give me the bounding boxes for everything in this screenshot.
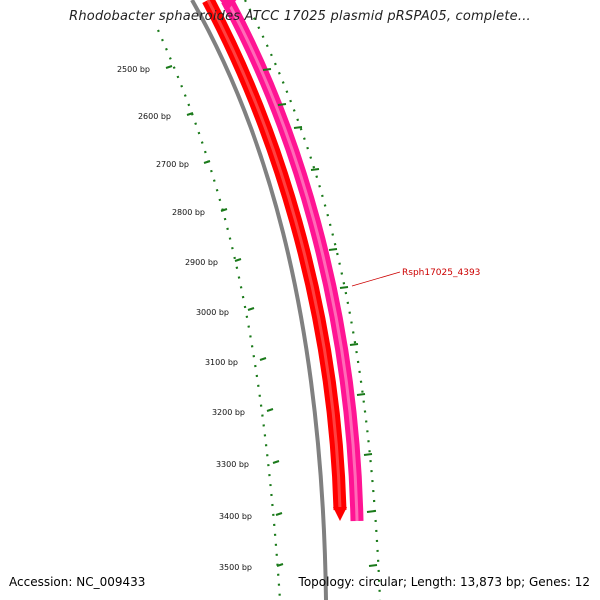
scale-tick — [275, 512, 283, 516]
outer-scale-tick — [293, 126, 303, 129]
scale-tick-label: 3100 bp — [205, 358, 238, 367]
outer-scale-tick — [310, 168, 320, 171]
scale-track-outer — [244, 0, 382, 600]
scale-tick — [234, 258, 242, 262]
gene-label-leader — [351, 271, 401, 287]
outer-scale-ticks — [262, 68, 378, 567]
scale-tick — [247, 307, 255, 311]
scale-tick — [259, 357, 267, 361]
outer-scale-tick — [363, 453, 373, 456]
outer-scale-tick — [277, 103, 287, 106]
scale-tick-label: 3200 bp — [212, 408, 245, 417]
plasmid-backbone — [190, 0, 328, 600]
outer-scale-tick — [328, 248, 338, 251]
scale-tick-label: 3300 bp — [216, 460, 249, 469]
forward-gene-arrowhead — [333, 507, 347, 521]
scale-tick-label: 2700 bp — [156, 160, 189, 169]
forward-gene-highlight — [206, 0, 342, 511]
outer-scale-tick — [262, 68, 272, 71]
reverse-gene-arrowhead — [219, 0, 237, 10]
scale-tick — [203, 160, 211, 164]
scale-tick — [165, 65, 173, 69]
outer-scale-tick — [368, 564, 378, 567]
scale-tick-label: 3000 bp — [196, 308, 229, 317]
scale-tick-label: 3500 bp — [219, 563, 252, 572]
outer-scale-tick — [356, 393, 366, 396]
map-title: Rhodobacter sphaeroides ATCC 17025 plasm… — [69, 9, 531, 24]
scale-tick — [272, 460, 280, 464]
outer-scale-tick — [339, 286, 349, 289]
scale-tick-label: 2800 bp — [172, 208, 205, 217]
scale-tick-label: 2500 bp — [117, 65, 150, 74]
scale-tick — [186, 112, 194, 116]
reverse-gene-highlight — [225, 0, 359, 522]
outer-scale-tick — [366, 510, 376, 513]
topology-summary: Topology: circular; Length: 13,873 bp; G… — [298, 575, 590, 589]
scale-tick-label: 2600 bp — [138, 112, 171, 121]
gene-label-rsph17025-4393[interactable]: Rsph17025_4393 — [402, 268, 480, 278]
scale-tick — [220, 208, 228, 212]
scale-tick-label: 2900 bp — [185, 258, 218, 267]
outer-scale-tick — [349, 343, 359, 346]
accession-label: Accession: NC_009433 — [9, 575, 146, 589]
scale-labels: 2500 bp 2600 bp 2700 bp 2800 bp 2900 bp 3000 … — [117, 65, 252, 572]
scale-tick — [266, 408, 274, 412]
scale-tick — [276, 563, 284, 567]
scale-ticks — [165, 65, 284, 567]
scale-tick-label: 3400 bp — [219, 512, 252, 521]
